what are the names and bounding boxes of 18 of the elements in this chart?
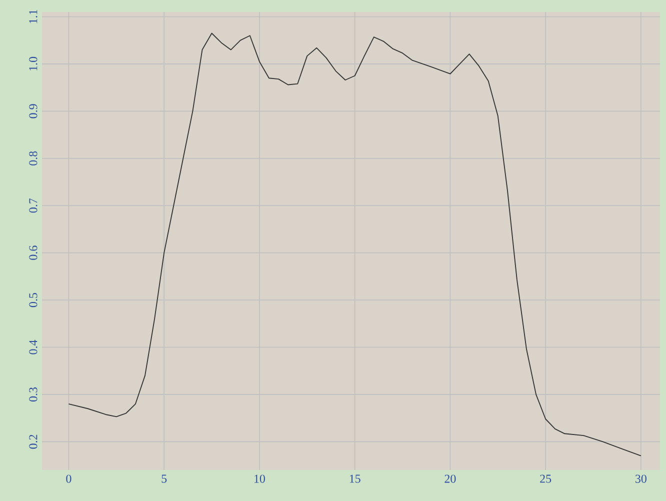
line-series — [68, 32, 642, 456]
y-tick-label: 0.5 — [29, 292, 38, 308]
y-tick-label: 0.2 — [29, 434, 38, 449]
x-tick-label: 10 — [254, 474, 265, 483]
x-tick-label: 15 — [350, 474, 360, 483]
x-tick-label: 30 — [636, 474, 646, 483]
y-tick-label: 0.9 — [29, 104, 38, 118]
y-tick-label: 1.0 — [29, 56, 38, 70]
x-tick-label: 20 — [444, 474, 456, 483]
x-tick-label: 0 — [66, 474, 72, 483]
x-tick-label: 25 — [540, 474, 552, 483]
x-tick-label: 5 — [162, 474, 167, 483]
y-tick-label: 0.6 — [29, 246, 38, 260]
y-tick-label: 0.4 — [29, 340, 38, 354]
y-tick-label: 1.1 — [29, 10, 38, 24]
y-tick-label: 0.8 — [29, 151, 38, 166]
y-tick-label: 0.3 — [29, 387, 38, 402]
y-tick-label: 0.7 — [29, 198, 38, 213]
